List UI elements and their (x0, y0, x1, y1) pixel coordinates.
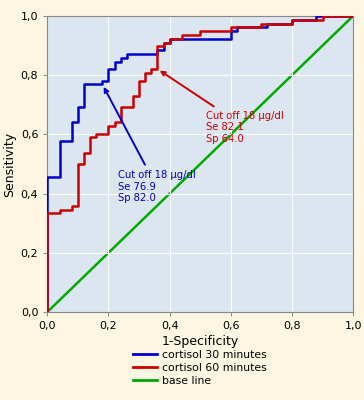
X-axis label: 1-Specificity: 1-Specificity (162, 335, 239, 348)
Legend: cortisol 30 minutes, cortisol 60 minutes, base line: cortisol 30 minutes, cortisol 60 minutes… (129, 346, 272, 390)
Y-axis label: Sensitivity: Sensitivity (4, 132, 16, 196)
Text: Cut off 18 μg/dl
Se 82.1
Sp 64.0: Cut off 18 μg/dl Se 82.1 Sp 64.0 (162, 72, 284, 144)
Text: Cut off 18 μg/dl
Se 76.9
Sp 82.0: Cut off 18 μg/dl Se 76.9 Sp 82.0 (105, 89, 195, 203)
